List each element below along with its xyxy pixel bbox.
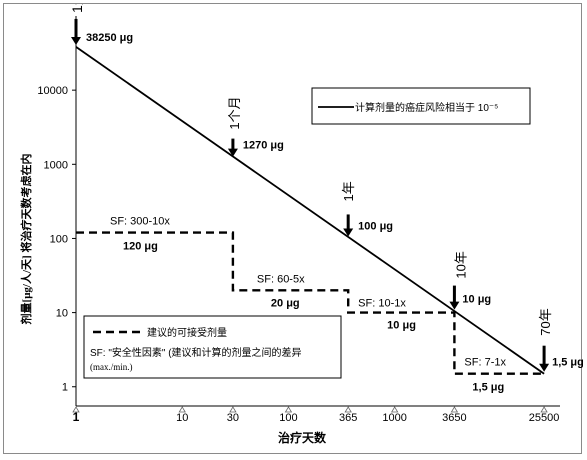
legend-box-acceptable [83, 315, 342, 379]
dose-label-1-year: 100 μg [358, 220, 393, 232]
x-tick-mark [284, 406, 293, 413]
legend-label-calculated: 计算剂量的癌症风险相当于 10⁻⁵ [355, 101, 498, 114]
dose-label-10-years: 10 μg [462, 294, 491, 306]
chart-frame: 剂量[μg/人/天] 将治疗天数考虑在内 治疗天数 1 10 100 1000 1000… [3, 0, 584, 454]
legend-label-acceptable: 建议的可接受剂量 [147, 326, 227, 339]
period-label-70-years: 70年 [538, 308, 553, 335]
legend-sf-note-ratio: (max./min.) [90, 362, 133, 372]
legend-box-calculated [311, 87, 531, 125]
arrow-1-year-head [343, 228, 354, 237]
dose-label-1-month: 1270 μg [243, 140, 284, 152]
x-tick-label: 3650 [442, 412, 466, 424]
x-tick-mark [72, 406, 80, 413]
y-tick-label: 10000 [37, 85, 68, 97]
step-dose-label: 1,5 μg [472, 382, 504, 394]
y-tick-label: 100 [50, 233, 68, 245]
legend-sf-note: SF: "安全性因素" (建议和计算的剂量之间的差异 [90, 346, 302, 359]
safety-factor-label: SF: 300-10x [110, 216, 170, 228]
dose-chart: 剂量[μg/人/天] 将治疗天数考虑在内 治疗天数 1 10 100 1000 1000… [19, 0, 584, 445]
step-dose-label: 10 μg [387, 320, 416, 332]
arrow-10-years-head [449, 301, 460, 310]
x-axis-label: 治疗天数 [278, 430, 327, 445]
y-tick-label: 1 [62, 382, 68, 394]
safety-factor-label: SF: 60-5x [257, 273, 305, 285]
x-tick-mark [450, 406, 459, 413]
x-tick-label: 30 [227, 412, 239, 424]
x-tick-mark [540, 406, 548, 413]
step-dose-label: 20 μg [271, 297, 300, 309]
calculated-dose-series [75, 46, 545, 375]
arrow-70-years-head [539, 363, 550, 372]
x-tick-mark [390, 406, 399, 413]
x-tick-label: 1 [73, 410, 80, 424]
x-tick-label: 25500 [529, 412, 560, 424]
x-tick-label: 1000 [382, 412, 406, 424]
x-tick-label: 100 [279, 412, 297, 424]
period-label-1-year: 1年 [341, 181, 356, 201]
x-tick-mark [344, 406, 352, 413]
dose-label-70-years: 1,5 μg [552, 357, 583, 369]
x-tick-mark [178, 406, 186, 413]
y-axis-label: 剂量[μg/人/天] 将治疗天数考虑在内 [19, 154, 33, 326]
arrow-1-day-head [71, 36, 81, 45]
step-dose-label: 120 μg [123, 241, 158, 253]
arrow-1-month-head [227, 148, 238, 157]
acceptable-dose-series [76, 231, 545, 375]
period-label-1-day: 1天 [69, 4, 85, 13]
x-tick-label: 365 [339, 412, 357, 424]
safety-factor-label: SF: 10-1x [358, 298, 406, 310]
period-label-10-years: 10年 [453, 251, 468, 278]
y-tick-label: 1000 [44, 159, 68, 171]
dose-label-1-day: 38250 μg [86, 32, 133, 44]
y-tick-label: 10 [56, 308, 68, 320]
period-label-1-month: 1个月 [227, 96, 242, 129]
safety-factor-label: SF: 7-1x [464, 357, 506, 369]
x-tick-label: 10 [176, 412, 188, 424]
x-tick-mark [229, 406, 237, 413]
